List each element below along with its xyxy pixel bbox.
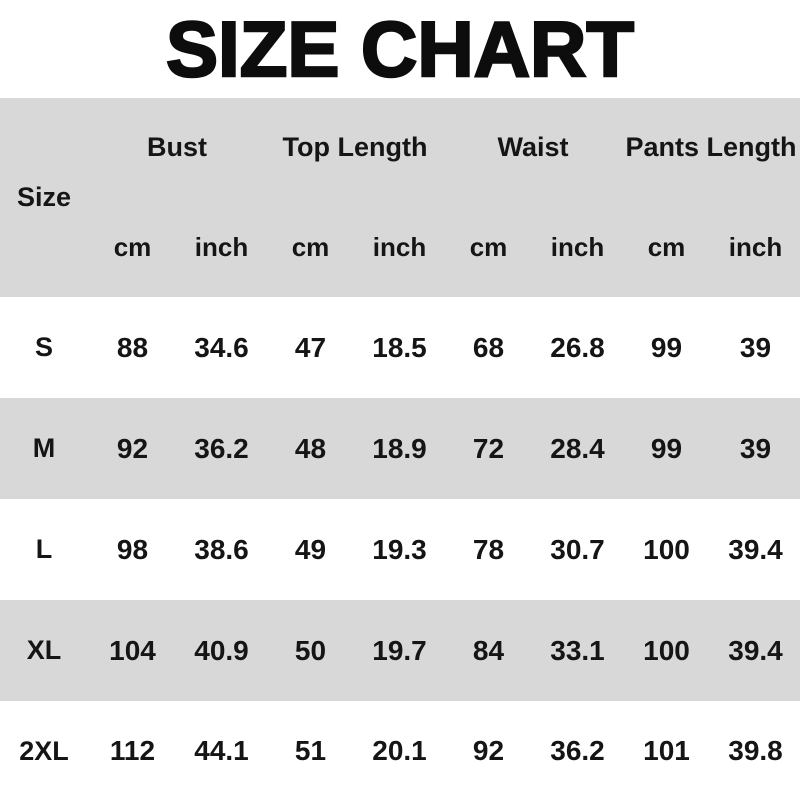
value-cell: 39.4 (728, 533, 783, 565)
value-cell: 20.1 (372, 735, 427, 766)
value-cell: 101 (643, 735, 690, 766)
value-cell: 78 (472, 533, 505, 565)
title-bar: SIZE CHART (0, 0, 800, 98)
value-cell: 28.4 (550, 432, 605, 464)
group-header-pants-length: Pants Length (625, 132, 797, 162)
value-cell: 100 (643, 533, 690, 565)
unit-header: cm (113, 231, 152, 262)
unit-header-row: cm inch cm inch cm inch cm inch (0, 197, 800, 297)
value-cell: 92 (472, 735, 505, 766)
value-cell: 100 (643, 634, 690, 666)
value-cell: 19.3 (372, 533, 427, 565)
value-cell: 40.9 (194, 634, 249, 666)
size-cell: 2XL (19, 735, 69, 766)
group-header-waist: Waist (497, 132, 569, 162)
value-cell: 88 (116, 331, 149, 363)
value-cell: 99 (650, 432, 683, 464)
group-header-bust: Bust (147, 132, 207, 162)
value-cell: 36.2 (550, 735, 605, 766)
group-header-row: Size Bust Top Length Waist Pants Length (0, 98, 800, 212)
table-row-l: L 98 38.6 49 19.3 78 30.7 100 39.4 (0, 499, 800, 600)
unit-header: cm (469, 231, 508, 262)
value-cell: 36.2 (194, 432, 249, 464)
table-row-xl: XL 104 40.9 50 19.7 84 33.1 100 39.4 (0, 600, 800, 701)
size-cell: M (32, 433, 56, 463)
value-cell: 99 (650, 331, 683, 363)
value-cell: 92 (116, 432, 149, 464)
value-cell: 34.6 (194, 331, 249, 363)
value-cell: 51 (294, 735, 327, 766)
value-cell: 72 (472, 432, 505, 464)
table-header: Size Bust Top Length Waist Pants Length … (0, 98, 800, 297)
table-row-s: S 88 34.6 47 18.5 68 26.8 99 39 (0, 297, 800, 398)
value-cell: 84 (472, 634, 505, 666)
table-row-2xl: 2XL 112 44.1 51 20.1 92 36.2 101 39.8 (0, 701, 800, 800)
value-cell: 39 (739, 331, 772, 363)
value-cell: 39 (739, 432, 772, 464)
value-cell: 49 (294, 533, 327, 565)
unit-header: inch (194, 231, 249, 262)
value-cell: 18.5 (372, 331, 427, 363)
value-cell: 47 (294, 331, 327, 363)
size-cell: S (34, 332, 53, 362)
value-cell: 112 (109, 735, 156, 766)
unit-header: inch (550, 231, 605, 262)
page-title: SIZE CHART (165, 3, 636, 94)
size-cell: XL (26, 635, 62, 665)
group-header-top-length: Top Length (282, 132, 428, 162)
unit-header: inch (372, 231, 427, 262)
table-body: S 88 34.6 47 18.5 68 26.8 99 39 M 92 36.… (0, 297, 800, 800)
value-cell: 98 (116, 533, 149, 565)
size-cell: L (35, 534, 53, 564)
value-cell: 30.7 (550, 533, 605, 565)
size-column-header: Size (16, 182, 72, 212)
value-cell: 104 (109, 634, 156, 666)
value-cell: 19.7 (372, 634, 427, 666)
value-cell: 33.1 (550, 634, 605, 666)
value-cell: 48 (294, 432, 327, 464)
size-chart-table: Size Bust Top Length Waist Pants Length … (0, 98, 800, 800)
value-cell: 38.6 (194, 533, 249, 565)
unit-header: cm (647, 231, 686, 262)
unit-header: cm (291, 231, 330, 262)
value-cell: 39.4 (728, 634, 783, 666)
value-cell: 26.8 (550, 331, 605, 363)
value-cell: 18.9 (372, 432, 427, 464)
value-cell: 50 (294, 634, 327, 666)
unit-header: inch (728, 231, 783, 262)
value-cell: 68 (472, 331, 505, 363)
value-cell: 39.8 (728, 735, 783, 766)
table-row-m: M 92 36.2 48 18.9 72 28.4 99 39 (0, 398, 800, 499)
value-cell: 44.1 (194, 735, 249, 766)
